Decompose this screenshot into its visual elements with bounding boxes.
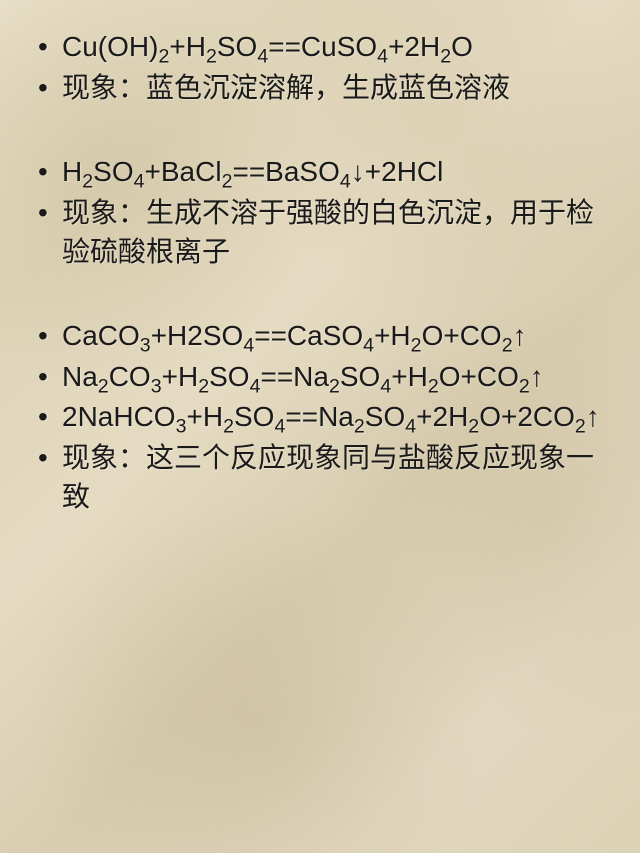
- subscript: 2: [428, 375, 439, 397]
- formula-text: +2H: [416, 401, 468, 432]
- subscript: 4: [243, 335, 254, 357]
- subscript: 2: [575, 416, 586, 438]
- subscript: 2: [206, 46, 217, 68]
- formula-text: ==BaSO: [232, 156, 339, 187]
- formula-text: +H: [169, 31, 206, 62]
- bullet-list: Cu(OH)2+H2SO4==CuSO4+2H2O现象：蓝色沉淀溶解，生成蓝色溶…: [30, 28, 610, 516]
- subscript: 2: [198, 375, 209, 397]
- equation-item: H2SO4+BaCl2==BaSO4↓+2HCl: [30, 153, 610, 192]
- text-item: 现象：这三个反应现象同与盐酸反应现象一致: [30, 439, 610, 516]
- subscript: 3: [151, 375, 162, 397]
- text-item: 现象：蓝色沉淀溶解，生成蓝色溶液: [30, 69, 610, 108]
- formula-text: CaCO: [62, 320, 140, 351]
- formula-text: ↑: [530, 361, 544, 392]
- subscript: 2: [158, 46, 169, 68]
- formula-text: O+CO: [422, 320, 502, 351]
- subscript: 4: [377, 46, 388, 68]
- subscript: 2: [222, 171, 233, 193]
- subscript: 2: [519, 375, 530, 397]
- subscript: 2: [98, 375, 109, 397]
- subscript: 4: [380, 375, 391, 397]
- formula-text: ==Na: [260, 361, 329, 392]
- subscript: 2: [502, 335, 513, 357]
- subscript: 2: [468, 416, 479, 438]
- subscript: 4: [363, 335, 374, 357]
- spacing-gap: [30, 109, 610, 153]
- formula-text: O: [451, 31, 473, 62]
- subscript: 4: [257, 46, 268, 68]
- formula-text: +H: [187, 401, 224, 432]
- formula-text: Cu(OH): [62, 31, 158, 62]
- formula-text: SO: [217, 31, 257, 62]
- formula-text: +H: [391, 361, 428, 392]
- formula-text: ==CuSO: [268, 31, 377, 62]
- formula-text: SO: [234, 401, 274, 432]
- subscript: 4: [134, 171, 145, 193]
- formula-text: +H2SO: [151, 320, 244, 351]
- subscript: 2: [329, 375, 340, 397]
- subscript: 3: [140, 335, 151, 357]
- formula-text: +BaCl: [145, 156, 222, 187]
- equation-item: CaCO3+H2SO4==CaSO4+H2O+CO2↑: [30, 317, 610, 356]
- formula-text: ↑: [513, 320, 527, 351]
- subscript: 4: [405, 416, 416, 438]
- subscript: 3: [176, 416, 187, 438]
- subscript: 2: [223, 416, 234, 438]
- subscript: 2: [411, 335, 422, 357]
- subscript: 4: [274, 416, 285, 438]
- formula-text: SO: [365, 401, 405, 432]
- formula-text: SO: [340, 361, 380, 392]
- formula-text: SO: [209, 361, 249, 392]
- formula-text: +2H: [388, 31, 440, 62]
- formula-text: O+CO: [439, 361, 519, 392]
- formula-text: O+2CO: [479, 401, 575, 432]
- subscript: 2: [354, 416, 365, 438]
- slide-content: Cu(OH)2+H2SO4==CuSO4+2H2O现象：蓝色沉淀溶解，生成蓝色溶…: [0, 0, 640, 538]
- formula-text: SO: [93, 156, 133, 187]
- subscript: 2: [82, 171, 93, 193]
- formula-text: CO: [109, 361, 151, 392]
- subscript: 4: [340, 171, 351, 193]
- equation-item: Na2CO3+H2SO4==Na2SO4+H2O+CO2↑: [30, 358, 610, 397]
- formula-text: ==CaSO: [254, 320, 363, 351]
- subscript: 4: [250, 375, 261, 397]
- spacing-gap: [30, 273, 610, 317]
- formula-text: ↑: [586, 401, 600, 432]
- formula-text: 2NaHCO: [62, 401, 176, 432]
- text-item: 现象：生成不溶于强酸的白色沉淀，用于检验硫酸根离子: [30, 194, 610, 271]
- subscript: 2: [440, 46, 451, 68]
- formula-text: +H: [374, 320, 411, 351]
- formula-text: Na: [62, 361, 98, 392]
- formula-text: H: [62, 156, 82, 187]
- equation-item: 2NaHCO3+H2SO4==Na2SO4+2H2O+2CO2↑: [30, 398, 610, 437]
- formula-text: +H: [162, 361, 199, 392]
- equation-item: Cu(OH)2+H2SO4==CuSO4+2H2O: [30, 28, 610, 67]
- formula-text: ↓+2HCl: [351, 156, 444, 187]
- formula-text: ==Na: [285, 401, 354, 432]
